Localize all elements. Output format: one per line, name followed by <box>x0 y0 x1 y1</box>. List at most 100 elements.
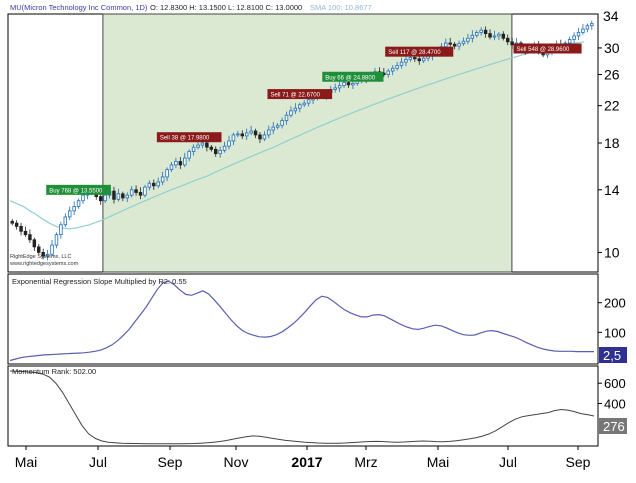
candle-body <box>275 124 280 128</box>
candle-body <box>461 40 466 45</box>
trade-marker-box <box>46 184 111 195</box>
candle-body <box>466 37 470 42</box>
candle-body <box>244 132 249 137</box>
candle-body <box>576 32 581 37</box>
candle-body <box>37 246 41 253</box>
candle-body <box>129 189 134 196</box>
candle-body <box>81 194 85 202</box>
candle-body <box>289 110 293 116</box>
slope-value-label: 2,5 <box>603 348 621 363</box>
candle-body <box>231 134 236 142</box>
candle-body <box>501 33 506 39</box>
candle-body <box>479 29 483 33</box>
candle-body <box>205 142 209 148</box>
candle-body <box>267 129 271 136</box>
candle-body <box>112 190 116 200</box>
candle-body <box>488 33 492 38</box>
candle-body <box>249 130 253 134</box>
candle-body <box>134 189 138 193</box>
time-tick-label: Jul <box>89 454 107 470</box>
candle-body <box>200 142 205 146</box>
time-tick-label: Sep <box>158 454 183 470</box>
candle-body <box>253 130 258 136</box>
trade-marker-label: Sell 71 @ 22.6700 <box>270 93 320 99</box>
candle-body <box>497 33 501 37</box>
time-tick-label: Mai <box>427 454 450 470</box>
trade-marker-box <box>513 43 582 54</box>
candle-body <box>306 99 311 104</box>
slope-tick-label: 200 <box>604 296 626 311</box>
candle-body <box>585 25 590 30</box>
candle-body <box>14 222 19 227</box>
candle-body <box>346 82 351 86</box>
candle-body <box>10 220 14 224</box>
candle-body <box>121 193 125 199</box>
candle-body <box>222 145 227 151</box>
trade-marker-label: Buy 768 @ 13.5500 <box>49 188 103 194</box>
candle-body <box>103 194 107 202</box>
candle-body <box>32 239 37 248</box>
candle-body <box>68 210 72 218</box>
last-price-label: 34 <box>603 8 619 24</box>
candle-body <box>505 37 510 43</box>
candle-body <box>19 225 23 232</box>
slope-value-box <box>599 347 627 363</box>
candle-body <box>143 186 147 196</box>
momentum-line <box>9 370 595 445</box>
candle-body <box>28 234 32 241</box>
candle-body <box>298 104 302 109</box>
candle-body <box>337 85 342 89</box>
momentum-group <box>9 370 595 445</box>
candle-body <box>342 82 346 87</box>
candle-body <box>98 196 103 202</box>
candle-body <box>448 42 452 45</box>
sma-line-group <box>9 41 585 230</box>
candle-body <box>408 57 413 60</box>
candle-body <box>284 114 289 122</box>
candle-body <box>293 107 298 112</box>
candle-body <box>165 169 169 178</box>
slope-tick-label: 100 <box>604 325 626 340</box>
candle-body <box>147 182 152 188</box>
trade-marker-label: Sell 548 @ 28.9600 <box>516 47 569 53</box>
momentum-tick-label: 600 <box>604 376 626 391</box>
candle-body <box>76 200 81 207</box>
candle-body <box>116 193 121 200</box>
candle-body <box>452 43 457 47</box>
watermark-line-1: RightEdge Systems, LLC <box>10 254 71 260</box>
candle-body <box>567 39 572 44</box>
time-tick-label: Sep <box>566 454 591 470</box>
candle-body <box>59 224 63 236</box>
candle-body <box>581 28 585 33</box>
candle-body <box>72 206 76 212</box>
candle-body <box>492 35 497 38</box>
candle-body <box>41 251 45 257</box>
sma100-line <box>9 41 585 230</box>
price-tick-label: 26 <box>604 67 620 83</box>
candle-body <box>510 41 514 46</box>
candle-body <box>483 29 488 35</box>
candle-body <box>457 43 461 47</box>
candle-body <box>404 59 408 63</box>
price-tick-label: 14 <box>604 182 620 198</box>
candle-body <box>183 157 187 166</box>
trade-marker-box <box>267 89 333 100</box>
momentum-value-box <box>599 418 627 434</box>
candle-body <box>125 194 129 199</box>
slope-panel-bg <box>7 273 599 365</box>
momentum-panel-bg <box>7 365 599 447</box>
candle-body <box>333 87 337 90</box>
candles-group <box>10 20 594 261</box>
candle-body <box>196 144 200 148</box>
candle-body <box>187 151 191 159</box>
candle-body <box>240 133 244 137</box>
slope-axis: 100 200 <box>598 296 626 340</box>
price-tick-label: 18 <box>604 135 620 151</box>
chart-title: MU(Micron Technology Inc Common, 1D) <box>10 3 148 12</box>
candle-body <box>258 134 262 140</box>
candle-body <box>351 82 355 86</box>
trade-marker-box <box>156 132 222 143</box>
